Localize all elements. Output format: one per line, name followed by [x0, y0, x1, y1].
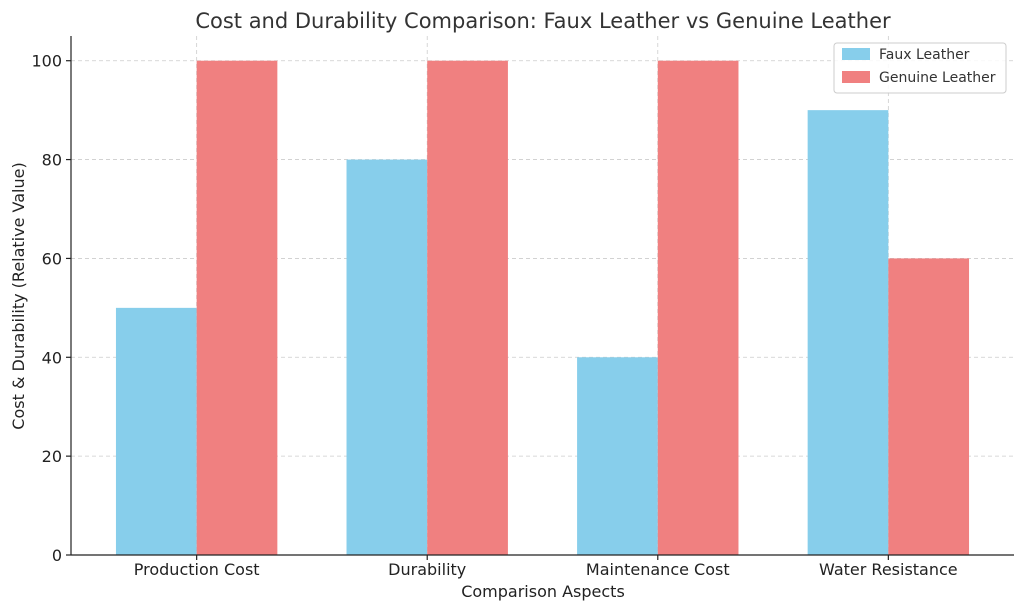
y-ticks: 0 20 40 60 80 100	[31, 52, 71, 565]
bar-genuine	[427, 60, 508, 555]
x-tick-label: Water Resistance	[819, 560, 958, 579]
axes	[70, 36, 1014, 556]
bar-faux	[346, 159, 428, 556]
bar-genuine	[888, 258, 970, 555]
x-tick-label: Maintenance Cost	[586, 560, 730, 579]
y-axis-label: Cost & Durability (Relative Value)	[9, 162, 28, 429]
bar-faux	[807, 110, 889, 556]
bar-faux	[577, 357, 658, 555]
x-ticks: Production Cost Durability Maintenance Cos…	[134, 555, 958, 579]
bar-genuine	[196, 60, 278, 555]
x-tick-label: Production Cost	[134, 560, 260, 579]
y-tick-label: 0	[52, 546, 62, 565]
y-tick-label: 60	[42, 249, 62, 268]
legend: Faux Leather Genuine Leather	[833, 42, 1007, 94]
legend-label: Genuine Leather	[879, 70, 996, 86]
legend-swatch	[842, 71, 870, 83]
legend-frame	[833, 42, 1007, 94]
y-tick-label: 40	[42, 348, 62, 367]
bar-faux	[115, 307, 197, 555]
legend-swatch	[842, 48, 870, 60]
bars	[115, 60, 970, 556]
bar-genuine	[657, 60, 739, 555]
chart-title: Cost and Durability Comparison: Faux Lea…	[195, 9, 891, 33]
y-tick-label: 80	[42, 151, 62, 170]
y-tick-label: 20	[42, 447, 62, 466]
x-axis-label: Comparison Aspects	[461, 582, 625, 601]
legend-label: Faux Leather	[879, 47, 970, 63]
y-tick-label: 100	[31, 52, 62, 71]
x-tick-label: Durability	[388, 560, 466, 579]
